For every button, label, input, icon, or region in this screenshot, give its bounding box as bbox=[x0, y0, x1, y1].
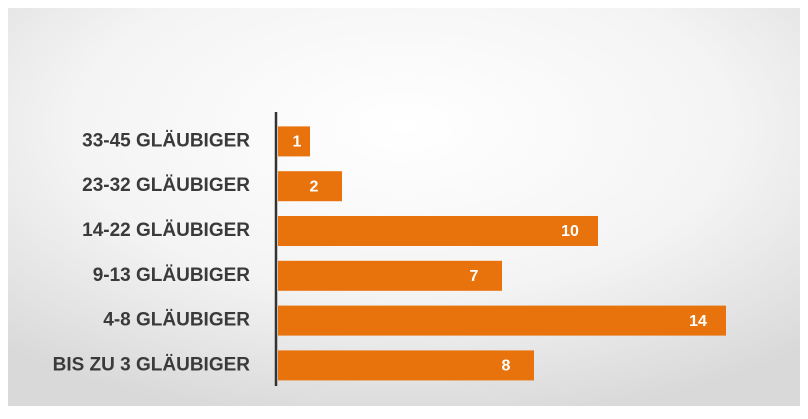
bar bbox=[278, 171, 342, 202]
chart-background bbox=[8, 8, 800, 406]
bar bbox=[278, 216, 598, 246]
bar bbox=[278, 350, 534, 381]
bar bbox=[278, 260, 502, 291]
value-label: 14 bbox=[689, 313, 707, 330]
category-label: 14-22 GLÄUBIGER bbox=[82, 220, 250, 241]
value-label: 2 bbox=[310, 178, 319, 195]
category-label: 9-13 GLÄUBIGER bbox=[93, 265, 251, 286]
bar bbox=[278, 305, 726, 336]
category-label: 33-45 GLÄUBIGER bbox=[82, 130, 250, 151]
category-label: BIS ZU 3 GLÄUBIGER bbox=[53, 354, 251, 375]
value-label: 1 bbox=[293, 134, 302, 151]
bar bbox=[278, 126, 310, 157]
value-label: 8 bbox=[502, 358, 511, 375]
category-label: 23-32 GLÄUBIGER bbox=[82, 175, 250, 196]
value-label: 10 bbox=[561, 223, 579, 240]
value-label: 7 bbox=[470, 268, 479, 285]
category-label: 4-8 GLÄUBIGER bbox=[103, 310, 250, 331]
